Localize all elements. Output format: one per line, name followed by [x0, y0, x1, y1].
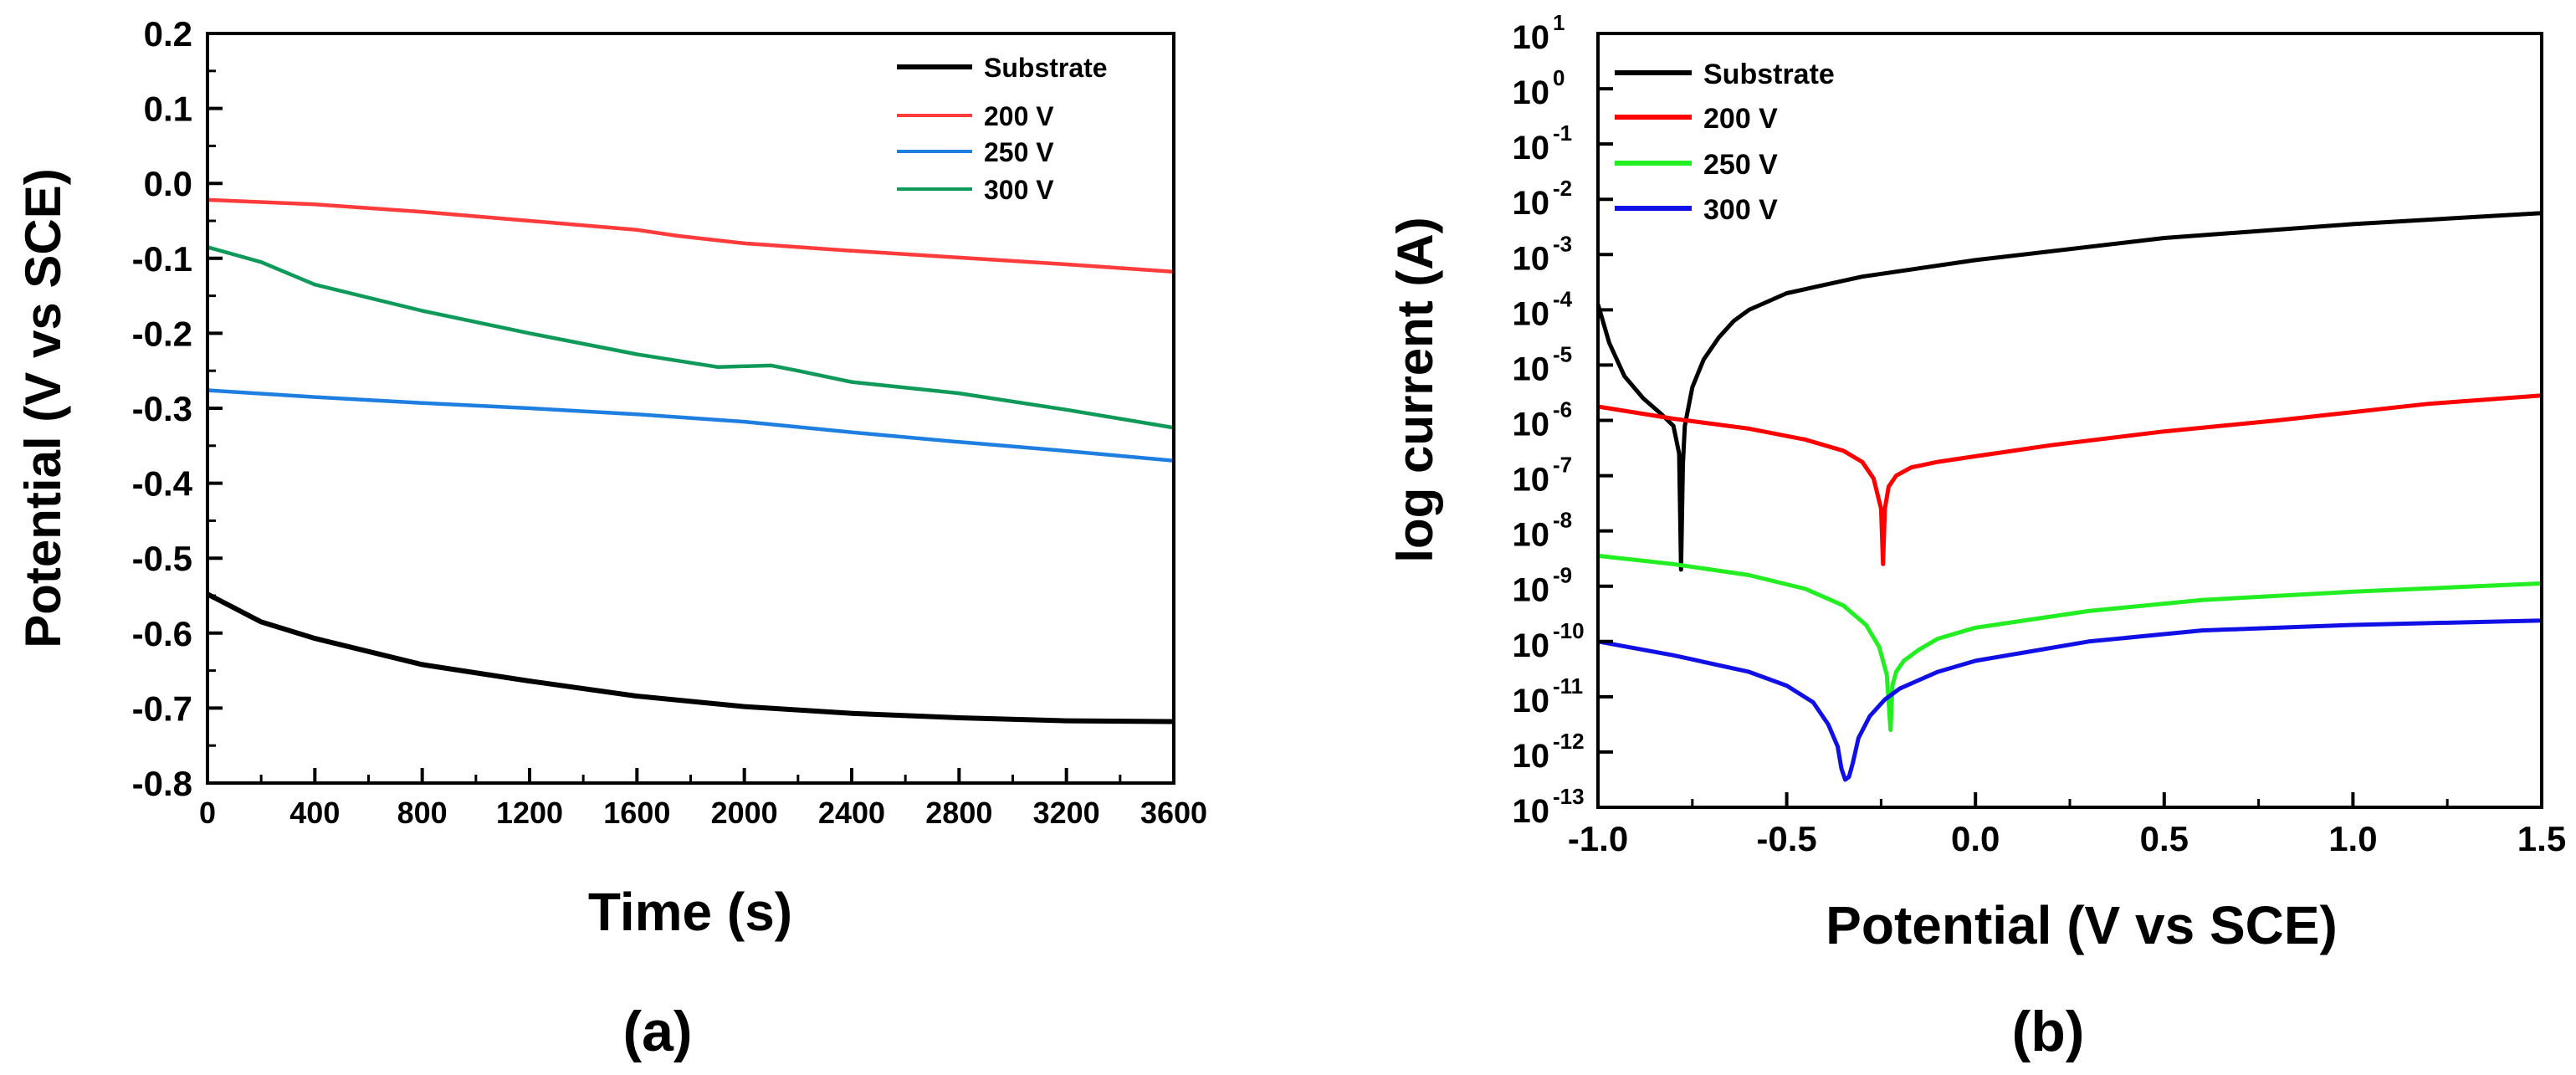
panel-a-y-axis-title: Potential (V vs SCE) [15, 168, 71, 648]
panel-a-legend: Substrate 200 V 250 V 300 V [897, 53, 1108, 205]
panel-b-legend: Substrate 200 V 250 V 300 V [1615, 59, 1835, 226]
panel-b-y-tick-label: 10 [1513, 351, 1550, 387]
panel-b-x-tick-label: -1.0 [1568, 819, 1628, 858]
panel-a-x-tick-label: 1200 [496, 796, 563, 830]
panel-b-y-tick-exponent: -12 [1553, 729, 1585, 754]
panel-a-y-tick-label: -0.3 [132, 389, 192, 428]
panel-b-y-tick-label: 10 [1513, 19, 1550, 56]
panel-b-y-tick-exponent: -4 [1553, 286, 1573, 311]
panel-b-y-tick-label: 10 [1513, 74, 1550, 111]
panel-a-y-tick-label: -0.7 [132, 689, 192, 728]
panel-a-x-tick-label: 2800 [925, 796, 992, 830]
panel-a-x-tick-label: 3600 [1140, 796, 1207, 830]
panel-a-y-tick-label: -0.2 [132, 314, 192, 353]
legend-a-250v-label: 250 V [984, 137, 1054, 167]
panel-a-series-250-v [207, 388, 1175, 463]
panel-a-x-tick-label: 0 [199, 796, 216, 830]
panel-a-x-ticks: 0 400 800 1200 1600 2000 2400 2800 3200 3600 [199, 768, 1207, 830]
legend-b-250v-label: 250 V [1703, 149, 1778, 181]
panel-b-y-tick-label: 10 [1513, 462, 1550, 499]
panel-a-x-tick-label: 800 [397, 796, 448, 830]
panel-a-y-tick-label: -0.5 [132, 539, 192, 578]
panel-b-y-tick-exponent: -6 [1553, 397, 1572, 422]
panel-b-y-tick-label: 10 [1513, 572, 1550, 609]
panel-b-y-tick-exponent: -7 [1553, 453, 1572, 478]
panel-b-x-tick-label: 0.5 [2140, 819, 2189, 858]
panel-a-x-tick-label: 2000 [711, 796, 778, 830]
panel-a-label: (a) [622, 1000, 692, 1063]
panel-b-y-tick-exponent: -8 [1553, 508, 1572, 533]
panel-b-y-tick-exponent: -1 [1553, 120, 1572, 146]
panel-b-x-tick-label: 0.0 [1951, 819, 2000, 858]
panel-a-y-tick-label: 0.1 [144, 90, 192, 129]
legend-b-substrate-label: Substrate [1703, 59, 1835, 90]
panel-b-series-substrate [1595, 211, 2543, 572]
panel-b-y-tick-label: 10 [1513, 517, 1550, 554]
panel-b-y-tick-exponent: 1 [1553, 10, 1565, 35]
legend-a-300v-label: 300 V [984, 175, 1054, 205]
panel-a-y-tick-label: -0.8 [132, 764, 192, 803]
panel-a-chart: 0 400 800 1200 1600 2000 2400 2800 3200 3600 0.20… [15, 14, 1207, 1063]
panel-b-y-tick-label: 10 [1513, 683, 1550, 719]
panel-b-y-tick-exponent: -13 [1553, 784, 1585, 809]
panel-a-series-300-v [207, 245, 1175, 430]
panel-a-x-tick-label: 400 [289, 796, 340, 830]
panel-b-y-tick-exponent: -10 [1553, 618, 1585, 643]
panel-b-y-tick-exponent: -3 [1553, 231, 1572, 256]
legend-b-300v-label: 300 V [1703, 194, 1778, 226]
panel-a-y-tick-label: -0.1 [132, 239, 192, 279]
panel-b-label: (b) [2012, 1000, 2085, 1063]
panel-b-y-tick-label: 10 [1513, 130, 1550, 166]
panel-b-series-200-v [1597, 393, 2543, 566]
panel-b-y-tick-exponent: -11 [1553, 673, 1583, 699]
panel-a-x-tick-label: 2400 [818, 796, 885, 830]
panel-a-x-axis-title: Time (s) [588, 882, 792, 942]
panel-a-y-tick-label: -0.6 [132, 614, 192, 653]
panel-a-x-tick-label: 1600 [603, 796, 670, 830]
panel-b-x-ticks: -1.0 -0.5 0.0 0.5 1.0 1.5 [1568, 792, 2566, 858]
panel-b-y-tick-label: 10 [1513, 295, 1550, 332]
panel-b-y-tick-exponent: -9 [1553, 563, 1572, 588]
panel-a-series-group [206, 197, 1175, 724]
panel-b-x-tick-label: 1.0 [2328, 819, 2377, 858]
panel-b-chart: -1.0 -0.5 0.0 0.5 1.0 1.5 10 110 010 -110 -210 -31… [1387, 10, 2566, 1063]
legend-a-substrate-label: Substrate [984, 53, 1108, 83]
panel-b-y-tick-label: 10 [1513, 793, 1550, 830]
panel-b-series-300-v [1597, 618, 2543, 782]
panel-a-y-ticks: 0.2 0.1 0.0 -0.1 -0.2 -0.3 -0.4 -0.5 -0.6 -0.7 -0.… [132, 14, 223, 803]
legend-a-200v-label: 200 V [984, 101, 1054, 131]
panel-b-series-group [1595, 211, 2543, 782]
panel-a-x-tick-label: 3200 [1033, 796, 1100, 830]
panel-b-y-axis-title: log current (A) [1387, 217, 1443, 562]
panel-b-y-tick-label: 10 [1513, 240, 1550, 277]
panel-a-series-200-v [207, 197, 1175, 274]
panel-a-y-tick-label: -0.4 [132, 464, 193, 504]
legend-b-200v-label: 200 V [1703, 103, 1778, 135]
panel-b-series-250-v [1597, 553, 2543, 732]
panel-a-y-tick-label: 0.0 [144, 164, 192, 203]
panel-b-y-tick-exponent: -5 [1553, 341, 1572, 366]
panel-b-x-axis-title: Potential (V vs SCE) [1826, 895, 2338, 955]
panel-b-y-tick-exponent: 0 [1553, 65, 1565, 90]
panel-b-y-tick-label: 10 [1513, 627, 1550, 664]
panel-b-y-tick-label: 10 [1513, 185, 1550, 222]
panel-a-series-substrate [206, 591, 1175, 724]
panel-a-y-tick-label: 0.2 [144, 14, 192, 54]
panel-b-y-tick-label: 10 [1513, 407, 1550, 443]
panel-b-y-tick-label: 10 [1513, 738, 1550, 775]
panel-b-y-tick-exponent: -2 [1553, 176, 1572, 201]
panel-b-x-tick-label: -0.5 [1756, 819, 1816, 858]
panel-b-x-tick-label: 1.5 [2517, 819, 2566, 858]
